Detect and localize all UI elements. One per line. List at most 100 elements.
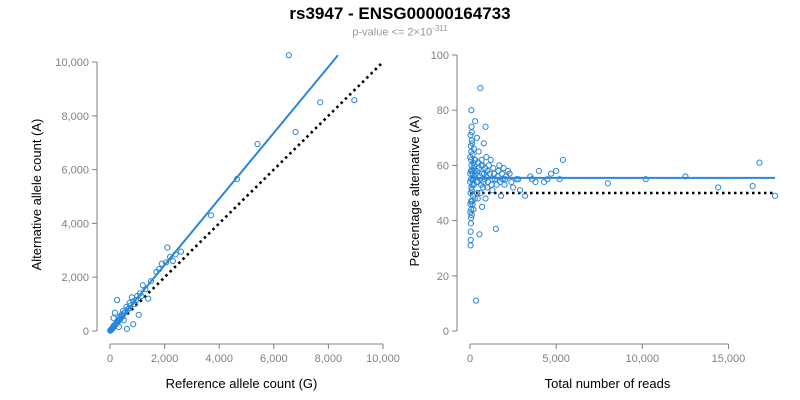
right-data-point xyxy=(528,176,536,183)
left-y-tick-label: 2,000 xyxy=(61,272,89,284)
right-data-point xyxy=(473,178,480,186)
right-data-point xyxy=(489,187,496,194)
right-plot: 0 5,000 10,000 15,000 0 20 40 60 80 100 Total numb… xyxy=(407,50,779,391)
right-data-point xyxy=(472,170,479,177)
right-data-point xyxy=(490,165,497,172)
right-data-point xyxy=(476,231,483,238)
left-data-point xyxy=(130,321,137,328)
left-data-point xyxy=(107,327,114,334)
right-x-tick-label: 5,000 xyxy=(542,353,570,365)
left-x-axis-label: Reference allele count (G) xyxy=(166,376,318,391)
left-data-point xyxy=(111,309,119,316)
right-data-point xyxy=(478,156,485,163)
left-plot: 0 2,000 4,000 6,000 8,000 10,000 0 2,000 4,000 6,… xyxy=(29,52,400,391)
left-data-point xyxy=(169,257,176,265)
left-x-tick-label: 4,000 xyxy=(205,353,233,365)
left-data-point xyxy=(164,244,171,251)
left-x-tick-label: 10,000 xyxy=(366,353,400,365)
right-data-point xyxy=(515,176,522,183)
right-data-point xyxy=(749,183,756,190)
left-fit-line xyxy=(109,54,339,332)
left-data-point xyxy=(115,323,123,331)
left-data-point xyxy=(128,294,135,301)
left-y-tick-label: 10,000 xyxy=(55,57,89,69)
left-data-point xyxy=(123,325,131,332)
right-data-point xyxy=(493,181,500,188)
right-y-tick-label: 80 xyxy=(437,105,449,117)
right-data-point xyxy=(483,154,490,161)
right-x-tick-label: 10,000 xyxy=(625,353,659,365)
right-data-point xyxy=(467,209,474,216)
right-data-point xyxy=(522,192,529,199)
right-data-point xyxy=(535,167,543,175)
chart-subtitle: p-value <= 2×10-311 xyxy=(0,24,800,39)
right-data-point xyxy=(468,107,475,114)
right-data-point xyxy=(487,156,494,163)
right-data-point xyxy=(642,176,649,183)
right-data-point xyxy=(467,220,475,227)
left-data-point xyxy=(317,99,324,106)
right-data-point xyxy=(486,170,493,177)
left-x-tick-label: 0 xyxy=(107,353,113,365)
right-data-point xyxy=(604,180,611,187)
left-x-tick-label: 6,000 xyxy=(260,353,288,365)
right-y-tick-label: 60 xyxy=(437,160,449,172)
right-data-point xyxy=(516,187,524,194)
right-data-point xyxy=(467,242,474,249)
right-data-point xyxy=(482,195,489,202)
right-data-point xyxy=(468,187,475,194)
right-data-point xyxy=(715,184,722,191)
left-data-point xyxy=(113,296,121,304)
right-data-point xyxy=(553,167,560,175)
right-data-point xyxy=(488,181,495,188)
right-data-point xyxy=(475,148,482,155)
right-data-point xyxy=(467,200,474,208)
right-data-point xyxy=(508,178,515,186)
right-data-point xyxy=(476,173,484,180)
right-x-tick-label: 0 xyxy=(467,353,473,365)
left-data-point xyxy=(162,259,170,266)
left-data-point xyxy=(110,314,117,322)
left-x-tick-label: 2,000 xyxy=(151,353,179,365)
right-data-point xyxy=(482,165,489,172)
chart-title: rs3947 - ENSG00000164733 xyxy=(289,4,511,23)
right-data-point xyxy=(468,148,475,155)
right-y-tick-label: 100 xyxy=(431,50,449,62)
right-x-tick-label: 15,000 xyxy=(712,353,746,365)
left-y-tick-label: 6,000 xyxy=(61,165,89,177)
left-data-point xyxy=(207,212,215,219)
right-data-point xyxy=(682,173,689,180)
right-y-axis-label: Percentage alternative (A) xyxy=(407,115,422,266)
right-data-point xyxy=(482,123,489,130)
right-data-point xyxy=(504,167,512,175)
left-y-tick-label: 0 xyxy=(83,326,89,338)
right-data-point xyxy=(491,176,499,183)
right-data-point xyxy=(467,198,474,205)
right-data-point xyxy=(467,131,474,139)
left-data-point xyxy=(292,128,299,136)
left-data-point xyxy=(254,140,261,148)
left-data-point xyxy=(147,278,155,285)
left-data-point xyxy=(139,282,146,289)
right-data-point xyxy=(478,203,486,210)
right-data-point xyxy=(502,176,509,183)
right-data-point xyxy=(480,178,487,186)
left-data-point xyxy=(351,97,358,104)
left-data-point xyxy=(145,295,152,302)
right-data-point xyxy=(473,134,480,141)
right-data-point xyxy=(771,192,779,199)
right-data-point xyxy=(472,118,479,125)
right-data-point xyxy=(500,165,507,172)
right-data-point xyxy=(509,184,517,191)
left-data-point xyxy=(135,311,142,318)
left-y-axis-label: Alternative allele count (A) xyxy=(29,119,44,271)
right-data-point xyxy=(498,170,505,177)
left-y-tick-label: 4,000 xyxy=(61,218,89,230)
right-y-tick-label: 40 xyxy=(437,216,449,228)
right-data-point xyxy=(532,178,539,186)
subtitle-text: p-value <= 2×10 xyxy=(352,26,433,39)
subtitle-exponent: -311 xyxy=(432,24,448,33)
left-reference-line xyxy=(109,61,384,332)
right-data-point xyxy=(495,167,502,175)
